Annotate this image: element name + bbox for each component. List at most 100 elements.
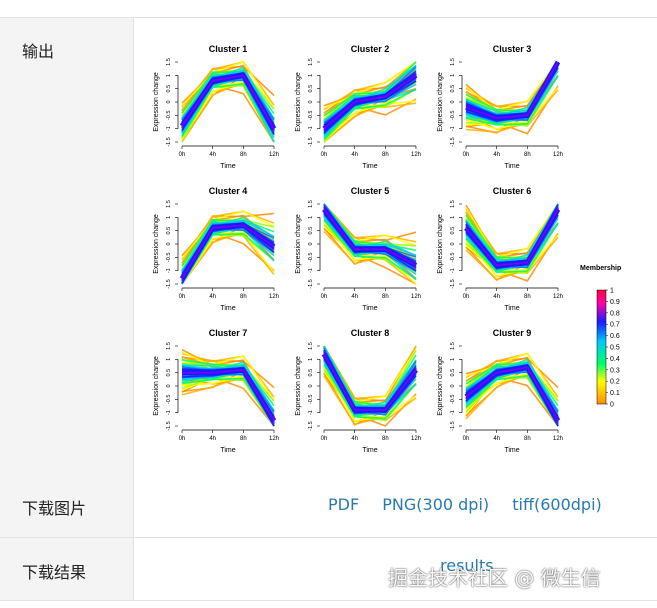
- x-tick-label: 12h: [411, 294, 421, 300]
- profile-line: [323, 88, 417, 141]
- y-axis-label: Expression change: [153, 214, 160, 274]
- legend-title: Membership: [580, 265, 621, 272]
- x-axis-label: Time: [504, 305, 519, 312]
- x-tick-label: 12h: [269, 294, 279, 300]
- y-tick-label: -0.5: [308, 111, 314, 120]
- legend-tick-label: 0.2: [610, 379, 620, 386]
- profile-line: [465, 352, 559, 398]
- profile-line: [465, 222, 559, 274]
- x-tick-label: 12h: [553, 152, 563, 158]
- cluster-panel: Cluster 2 -1.5 -1 -0.5 0 0.5 1 1.5 Expression ch…: [295, 44, 421, 170]
- y-tick-label: 1: [166, 74, 172, 77]
- profile-line: [181, 210, 275, 261]
- x-tick-label: 12h: [411, 436, 421, 442]
- x-tick-label: 0h: [321, 294, 328, 300]
- core-line-center: [323, 208, 417, 267]
- y-tick-label: 0: [308, 100, 314, 103]
- y-tick-label: -1.5: [450, 279, 456, 288]
- y-tick-label: 0: [450, 100, 456, 103]
- panel-title: Cluster 9: [493, 328, 532, 338]
- x-tick-label: 4h: [351, 152, 358, 158]
- y-tick-label: 1: [308, 74, 314, 77]
- legend-tick-label: 1: [610, 288, 614, 295]
- y-tick-label: 1: [450, 74, 456, 77]
- y-tick-label: 1.5: [308, 58, 314, 66]
- legend-tick-label: 0.1: [610, 390, 620, 397]
- core-line-center: [181, 224, 275, 280]
- x-tick-label: 8h: [240, 152, 247, 158]
- y-axis-label: Expression change: [437, 356, 444, 416]
- x-tick-label: 0h: [179, 436, 186, 442]
- download-links: PDF PNG(300 dpi) tiff(600dpi): [328, 495, 620, 514]
- core-line-center: [182, 369, 275, 422]
- profile-line: [181, 377, 275, 427]
- x-tick-label: 8h: [240, 294, 247, 300]
- profile-line: [323, 364, 417, 420]
- download-pdf-link[interactable]: PDF: [328, 495, 360, 514]
- core-line-center: [181, 74, 275, 130]
- x-axis-label: Time: [362, 447, 377, 454]
- y-tick-label: 1.5: [450, 200, 456, 208]
- y-tick-label: -1: [308, 410, 314, 415]
- x-tick-label: 4h: [351, 436, 358, 442]
- output-label: 输出: [22, 42, 55, 61]
- results-link[interactable]: results: [440, 556, 494, 575]
- y-tick-label: -1: [166, 268, 172, 273]
- profile-line: [323, 219, 417, 280]
- x-axis-label: Time: [504, 447, 519, 454]
- x-tick-label: 4h: [493, 436, 500, 442]
- x-tick-label: 12h: [411, 152, 421, 158]
- legend-tick-label: 0: [610, 402, 614, 409]
- download-results-content: results: [134, 538, 657, 600]
- y-tick-label: 0: [166, 384, 172, 387]
- core-line-center: [465, 366, 559, 422]
- y-tick-label: 1: [166, 216, 172, 219]
- x-axis-label: Time: [504, 163, 519, 170]
- y-tick-label: 1.5: [308, 200, 314, 208]
- y-tick-label: -0.5: [166, 253, 172, 262]
- watermark: 掘金技术社区 @ 微生信: [388, 566, 601, 590]
- y-tick-label: 1.5: [166, 342, 172, 350]
- x-axis-label: Time: [220, 305, 235, 312]
- x-tick-label: 0h: [321, 152, 328, 158]
- legend-tick-label: 0.8: [610, 310, 620, 317]
- x-tick-label: 12h: [553, 294, 563, 300]
- x-tick-label: 8h: [240, 436, 247, 442]
- x-axis-label: Time: [220, 163, 235, 170]
- download-results-label-cell: 下载结果: [0, 538, 134, 600]
- y-tick-label: 1.5: [308, 342, 314, 350]
- download-tiff-link[interactable]: tiff(600dpi): [512, 495, 602, 514]
- y-tick-label: -0.5: [308, 253, 314, 262]
- download-png-link[interactable]: PNG(300 dpi): [382, 495, 490, 514]
- x-tick-label: 8h: [524, 436, 531, 442]
- profile-line: [465, 75, 559, 126]
- y-tick-label: -1: [450, 268, 456, 273]
- profile-line: [323, 203, 417, 243]
- legend-tick-label: 0.6: [610, 333, 620, 340]
- x-tick-label: 0h: [179, 294, 186, 300]
- y-tick-label: -1.5: [166, 279, 172, 288]
- cluster-panel: Cluster 9 -1.5 -1 -0.5 0 0.5 1 1.5 Expression ch…: [437, 328, 563, 454]
- x-tick-label: 0h: [463, 152, 470, 158]
- y-axis-label: Expression change: [295, 214, 302, 274]
- y-tick-label: -1: [450, 410, 456, 415]
- cluster-panel: Cluster 3 -1.5 -1 -0.5 0 0.5 1 1.5 Expression ch…: [437, 44, 563, 170]
- y-tick-label: 0.5: [450, 85, 456, 93]
- y-tick-label: 0.5: [166, 369, 172, 377]
- y-tick-label: 1.5: [166, 58, 172, 66]
- y-tick-label: 0: [450, 242, 456, 245]
- core-line-center: [323, 353, 417, 411]
- x-tick-label: 12h: [269, 436, 279, 442]
- x-axis-label: Time: [220, 447, 235, 454]
- x-tick-label: 0h: [463, 436, 470, 442]
- cluster-panel: Cluster 5 -1.5 -1 -0.5 0 0.5 1 1.5 Expression ch…: [295, 186, 421, 312]
- x-tick-label: 8h: [382, 152, 389, 158]
- y-tick-label: -0.5: [450, 395, 456, 404]
- y-tick-label: -0.5: [166, 111, 172, 120]
- x-tick-label: 4h: [493, 294, 500, 300]
- cluster-panel: Cluster 1 -1.5 -1 -0.5 0 0.5 1 1.5 Expression ch…: [153, 44, 279, 170]
- cluster-panel: Cluster 6 -1.5 -1 -0.5 0 0.5 1 1.5 Expression ch…: [437, 186, 563, 312]
- y-tick-label: 0.5: [308, 85, 314, 93]
- panel-title: Cluster 1: [209, 44, 248, 54]
- x-tick-label: 0h: [321, 436, 328, 442]
